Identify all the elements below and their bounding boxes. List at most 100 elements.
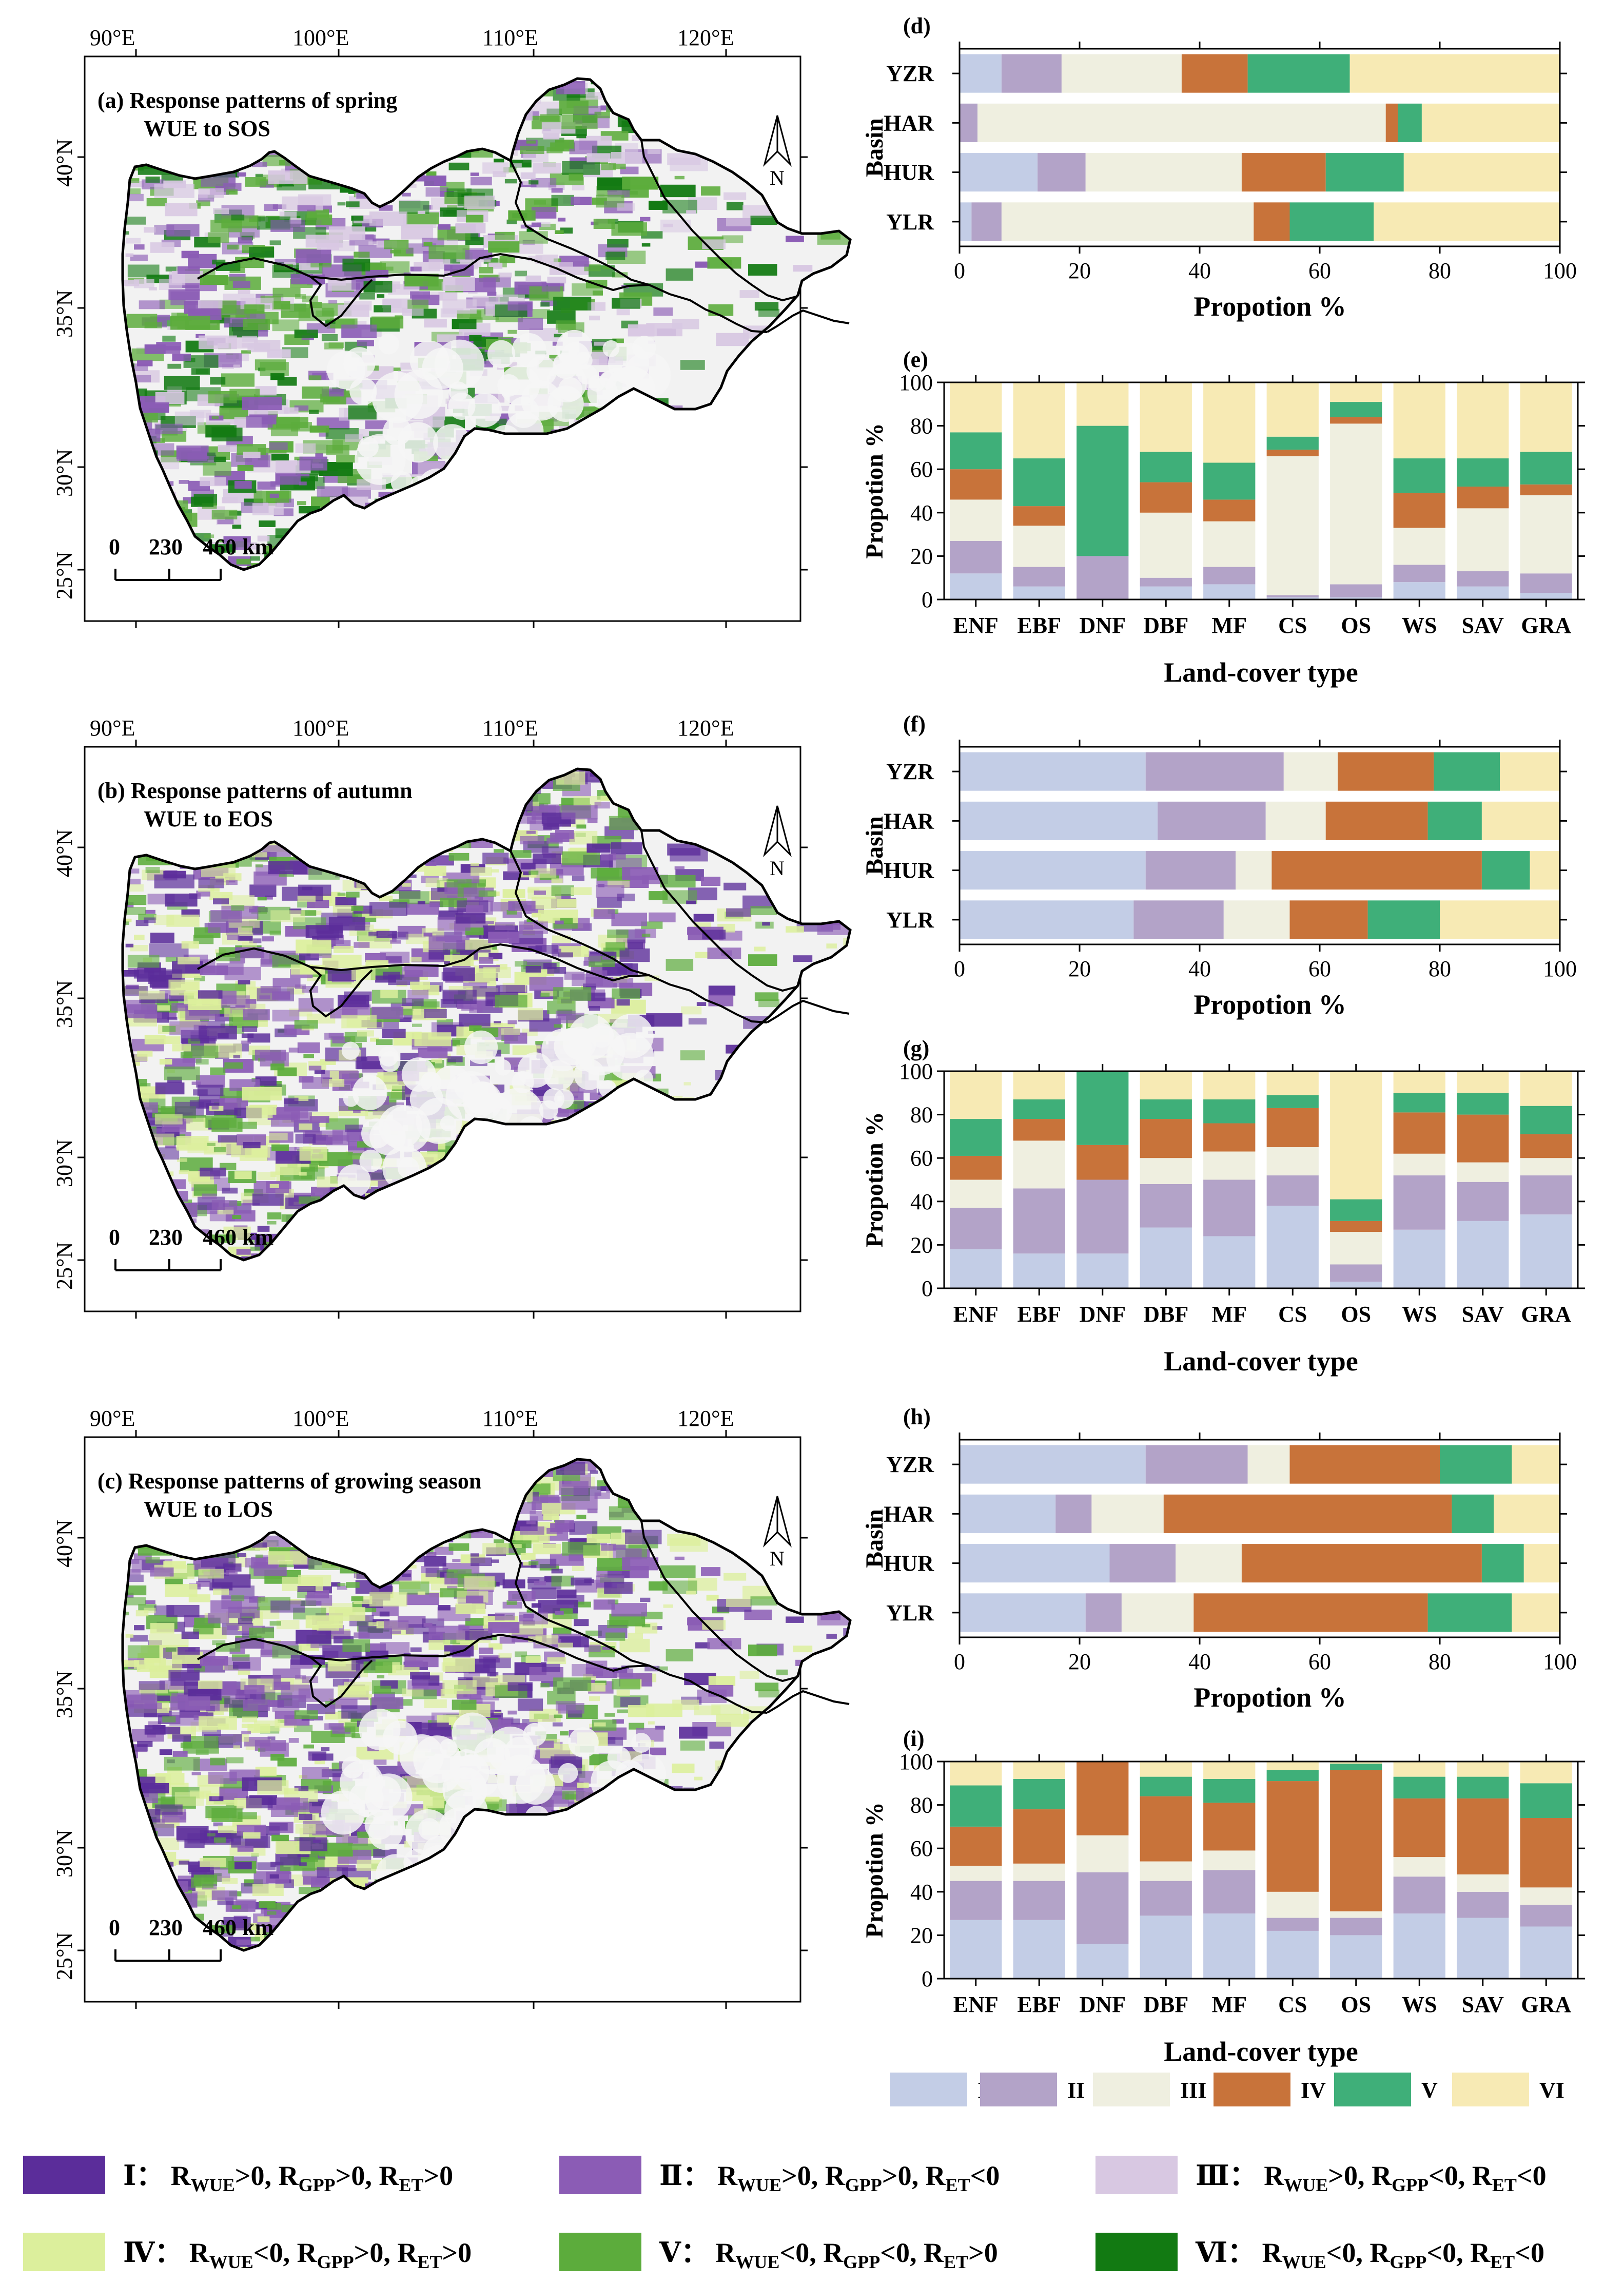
bar-segment	[1330, 1764, 1382, 1770]
category-label: ENF	[953, 613, 999, 638]
bar-segment	[1266, 595, 1319, 597]
tick-label: 0	[922, 1276, 933, 1301]
legend-label: V	[1421, 2078, 1438, 2103]
chart-i: ENF EBF DNF DBF MF CS OS WS SAV GRA 0 20 40 60 80 100 La…	[861, 1726, 1585, 2067]
bar-segment	[1266, 436, 1319, 450]
bar-segment	[1241, 153, 1326, 192]
bar-segment	[950, 1826, 1002, 1866]
y-axis-label: Propotion %	[861, 1112, 888, 1247]
bar-segment	[1520, 1926, 1572, 1979]
bar-segment	[950, 1119, 1002, 1156]
bar-segment	[1330, 1071, 1382, 1199]
bar-segment	[1013, 1920, 1065, 1979]
x-axis-label: Propotion %	[1193, 1682, 1346, 1713]
bar-segment	[1520, 1071, 1572, 1106]
bar-segment	[1077, 1944, 1129, 1979]
bar-segment	[1325, 801, 1428, 840]
bar-segment	[1013, 1762, 1065, 1779]
bar-segment	[1077, 1762, 1129, 1835]
scale-label-0: 0	[109, 534, 120, 559]
bar-segment	[1523, 1544, 1560, 1583]
bar-segment	[1457, 382, 1509, 459]
bar-segment	[1520, 484, 1572, 495]
bar-segment	[1193, 1593, 1428, 1632]
bar-segment	[1140, 1099, 1192, 1119]
bar-segment	[1289, 202, 1374, 241]
legend-swatch	[1214, 2073, 1290, 2106]
bar-segment	[1236, 851, 1272, 890]
bar-segment	[1109, 1544, 1176, 1583]
bar-segment	[1289, 1445, 1440, 1484]
pattern-legend-text: Ⅰ： RWUE>0, RGPP>0, RET>0	[123, 2160, 453, 2195]
bar-segment	[1013, 1119, 1065, 1141]
plot-frame	[958, 48, 1561, 247]
pattern-legend-text: Ⅵ： RWUE<0, RGPP<0, RET<0	[1195, 2237, 1544, 2272]
bar-segment	[1013, 1140, 1065, 1189]
y-axis-label: Basin	[861, 118, 888, 177]
bar-segment	[960, 1445, 1146, 1484]
bar-segment	[1266, 1762, 1319, 1770]
bar-segment	[950, 1920, 1002, 1979]
bar-segment	[1013, 1881, 1065, 1920]
bar-segment	[1393, 1071, 1445, 1093]
bar-segment	[1481, 851, 1530, 890]
y-axis-label: Propotion %	[861, 423, 888, 558]
tick-label: 20	[1068, 956, 1091, 981]
bar-segment	[1500, 752, 1560, 791]
tick-label: 0	[922, 1966, 933, 1991]
bar-segment	[1133, 900, 1224, 939]
category-label: YZR	[886, 1452, 934, 1477]
lon-label: 90°E	[90, 1406, 135, 1431]
tick-label: 20	[1068, 1649, 1091, 1674]
bar-segment	[1061, 54, 1182, 93]
bar-segment	[1385, 103, 1398, 142]
tick-label: 60	[910, 1146, 933, 1171]
bar-segment	[1393, 1112, 1445, 1154]
panel-label: (i)	[903, 1726, 925, 1751]
tick-label: 100	[899, 1749, 933, 1774]
bar-segment	[1457, 1071, 1509, 1093]
bar-segment	[950, 1881, 1002, 1920]
bar-segment	[1457, 1776, 1509, 1798]
legend-swatch	[890, 2073, 967, 2106]
bar-segment	[1330, 1918, 1382, 1936]
legend-swatch	[1093, 2073, 1170, 2106]
tick-label: 100	[1543, 956, 1577, 981]
bar-segment	[1457, 1762, 1509, 1777]
bar-segment	[1440, 900, 1560, 939]
bar-segment	[1121, 1593, 1194, 1632]
pattern-swatch	[559, 2156, 641, 2194]
bar-segment	[1013, 1188, 1065, 1254]
tick-label: 40	[910, 1189, 933, 1214]
bar-segment	[960, 801, 1158, 840]
bar-segment	[1203, 1778, 1256, 1803]
scale-label-end: 460 km	[203, 534, 273, 559]
bar-segment	[1077, 425, 1129, 556]
pattern-legend-text: Ⅱ： RWUE>0, RGPP>0, RET<0	[659, 2160, 1000, 2195]
category-label: MF	[1212, 1302, 1247, 1327]
bar-segment	[1271, 851, 1482, 890]
bar-segment	[1520, 573, 1572, 593]
map-subtitle: WUE to SOS	[144, 116, 270, 141]
tick-label: 40	[910, 1880, 933, 1905]
bar-segment	[950, 382, 1002, 433]
bar-segment	[1077, 1071, 1129, 1145]
bar-segment	[1085, 1593, 1122, 1632]
bar-segment	[1289, 900, 1368, 939]
plot-frame	[943, 1760, 1579, 1980]
bar-segment	[1140, 577, 1192, 587]
scale-label-0: 0	[109, 1225, 120, 1250]
bar-segment	[950, 432, 1002, 470]
bar-segment	[1520, 1762, 1572, 1784]
scale-label-mid: 230	[149, 1225, 183, 1250]
bar-segment	[1140, 1158, 1192, 1184]
tick-label: 80	[1429, 956, 1451, 981]
bar-segment	[1203, 1236, 1256, 1288]
bar-segment	[1265, 801, 1326, 840]
basin-boundary	[640, 1520, 798, 1682]
category-label: HAR	[884, 808, 934, 834]
lon-label: 90°E	[90, 715, 135, 741]
bar-segment	[1481, 801, 1560, 840]
bar-segment	[1457, 1918, 1509, 1979]
category-label: YZR	[886, 61, 934, 86]
